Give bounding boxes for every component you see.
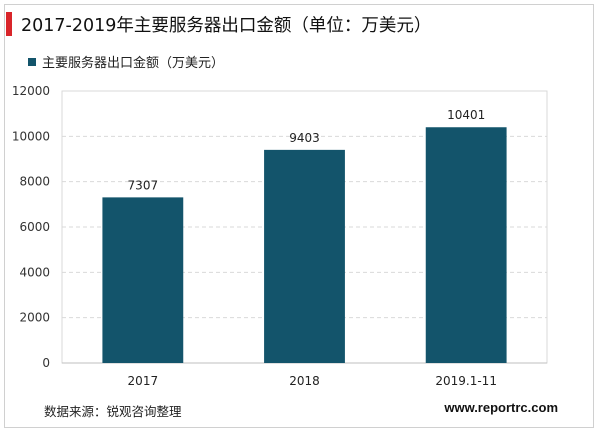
chart-frame — [4, 4, 594, 428]
x-tick-label: 2017 — [128, 374, 159, 388]
chart-title: 2017-2019年主要服务器出口金额（单位：万美元） — [21, 15, 432, 36]
source-note: 数据来源：锐观咨询整理 — [44, 404, 182, 419]
website-label: www.reportrc.com — [444, 400, 558, 415]
data-label: 9403 — [289, 131, 320, 145]
legend: 主要服务器出口金额（万美元） — [28, 52, 224, 71]
bar-2017 — [102, 197, 184, 363]
y-tick-label: 6000 — [19, 220, 50, 234]
data-label: 10401 — [447, 108, 485, 122]
y-tick-label: 12000 — [12, 84, 50, 98]
y-tick-label: 2000 — [19, 311, 50, 325]
legend-swatch — [28, 57, 36, 66]
x-tick-label: 2018 — [289, 374, 320, 388]
y-tick-label: 4000 — [19, 265, 50, 279]
bar-2019.1-11 — [425, 127, 507, 363]
x-tick-label: 2019.1-11 — [435, 374, 497, 388]
y-tick-label: 10000 — [12, 129, 50, 143]
bar-2018 — [264, 149, 345, 363]
legend-label: 主要服务器出口金额（万美元） — [42, 56, 225, 71]
y-tick-label: 0 — [42, 356, 50, 370]
title-accent-bar — [6, 12, 12, 36]
y-tick-label: 8000 — [19, 175, 50, 189]
data-label: 7307 — [128, 178, 159, 192]
title-bar: 2017-2019年主要服务器出口金额（单位：万美元） — [6, 9, 594, 39]
